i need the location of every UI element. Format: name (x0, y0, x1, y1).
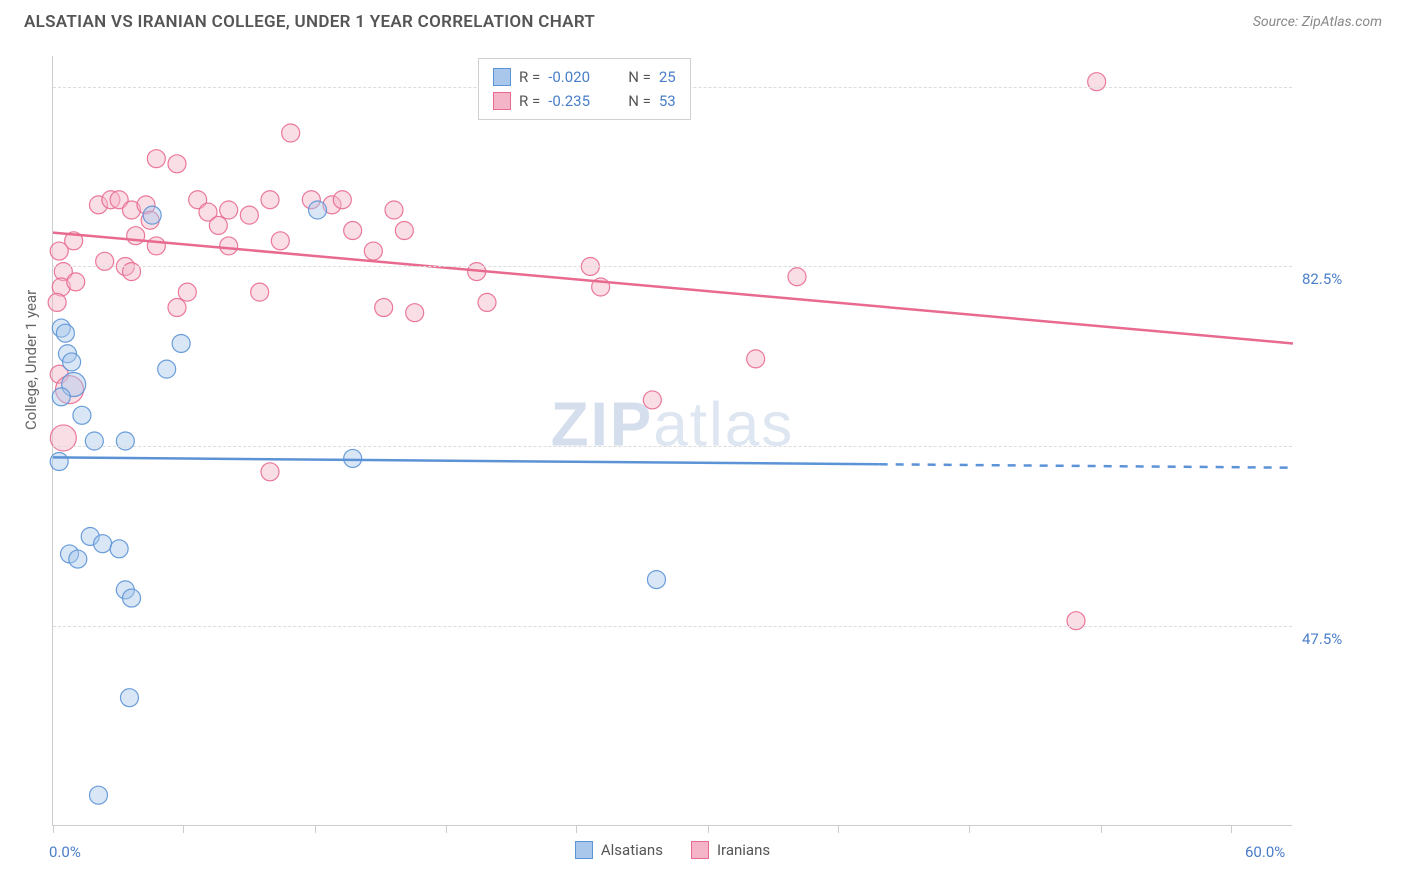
x-tick-label: 0.0% (49, 843, 81, 861)
data-point (406, 304, 424, 322)
data-point (395, 222, 413, 240)
data-point (56, 324, 74, 342)
data-point (120, 689, 138, 707)
data-point (1067, 612, 1085, 630)
scatter-chart: ZIPatlas R = -0.020 N = 25 R = -0.235 N … (52, 56, 1292, 826)
swatch-icon (575, 841, 593, 859)
data-point (50, 453, 68, 471)
data-point (63, 353, 81, 371)
data-point (375, 299, 393, 317)
data-point (127, 227, 145, 245)
data-point (48, 293, 66, 311)
data-point (788, 268, 806, 286)
data-point (643, 391, 661, 409)
data-point (178, 283, 196, 301)
data-point (147, 237, 165, 255)
x-tick-label: 60.0% (1245, 843, 1285, 861)
data-point (52, 388, 70, 406)
data-point (158, 360, 176, 378)
chart-title: ALSATIAN VS IRANIAN COLLEGE, UNDER 1 YEA… (24, 12, 595, 32)
legend-item-iranians: Iranians (691, 841, 770, 859)
data-point (333, 191, 351, 209)
legend-row-alsatians: R = -0.020 N = 25 (493, 65, 676, 89)
data-point (364, 242, 382, 260)
correlation-legend: R = -0.020 N = 25 R = -0.235 N = 53 (478, 58, 691, 120)
data-point (116, 432, 134, 450)
y-tick-label: 82.5% (1302, 270, 1372, 288)
data-point (309, 201, 327, 219)
data-point (143, 206, 161, 224)
data-point (73, 406, 91, 424)
data-point (110, 540, 128, 558)
data-point (147, 150, 165, 168)
data-point (261, 463, 279, 481)
data-point (89, 786, 107, 804)
legend-item-alsatians: Alsatians (575, 841, 663, 859)
source-attribution: Source: ZipAtlas.com (1253, 14, 1382, 30)
y-tick-label: 47.5% (1302, 630, 1372, 648)
data-point (261, 191, 279, 209)
data-point (85, 432, 103, 450)
data-point (67, 273, 85, 291)
data-point (220, 237, 238, 255)
data-point (271, 232, 289, 250)
data-point (747, 350, 765, 368)
data-point (168, 299, 186, 317)
data-point (240, 206, 258, 224)
swatch-icon (493, 68, 511, 86)
data-point (478, 293, 496, 311)
series-legend: Alsatians Iranians (53, 841, 1292, 859)
data-point (282, 124, 300, 142)
swatch-icon (493, 92, 511, 110)
data-point (96, 252, 114, 270)
data-point (1088, 73, 1106, 91)
data-point (94, 535, 112, 553)
data-point (172, 334, 190, 352)
data-point (168, 155, 186, 173)
data-point (344, 222, 362, 240)
data-point (344, 449, 362, 467)
data-point (123, 589, 141, 607)
data-point (251, 283, 269, 301)
chart-header: ALSATIAN VS IRANIAN COLLEGE, UNDER 1 YEA… (0, 0, 1406, 40)
plot-svg (53, 56, 1292, 825)
data-point (209, 216, 227, 234)
data-point (647, 571, 665, 589)
data-point (69, 550, 87, 568)
data-point (123, 263, 141, 281)
swatch-icon (691, 841, 709, 859)
data-point (220, 201, 238, 219)
data-point (385, 201, 403, 219)
legend-row-iranians: R = -0.235 N = 53 (493, 89, 676, 113)
y-axis-title: College, Under 1 year (22, 290, 40, 430)
